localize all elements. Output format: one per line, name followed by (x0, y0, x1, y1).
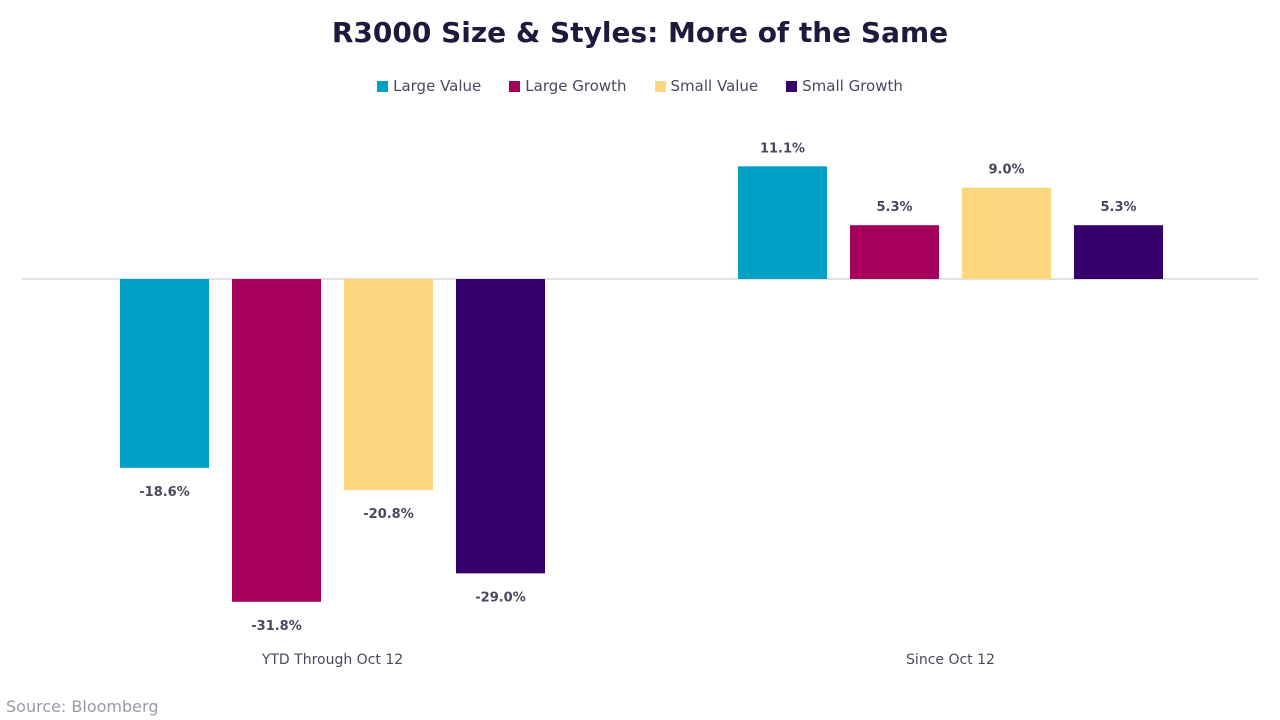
legend-swatch (377, 80, 389, 92)
data-label: -18.6% (139, 485, 190, 500)
legend-item: Large Value (377, 77, 481, 95)
legend-swatch (654, 80, 666, 92)
chart-title: R3000 Size & Styles: More of the Same (331, 16, 949, 49)
bar (1074, 225, 1163, 279)
data-label: -20.8% (363, 507, 414, 522)
bar (456, 279, 545, 574)
legend-label: Small Growth (802, 77, 903, 95)
bar (232, 279, 321, 602)
bar (344, 279, 433, 491)
bar (850, 225, 939, 279)
category-label: YTD Through Oct 12 (261, 652, 403, 668)
legend-item: Small Value (654, 77, 759, 95)
data-label: 5.3% (876, 200, 912, 215)
category-label: Since Oct 12 (906, 652, 995, 668)
bar (120, 279, 209, 468)
legend-label: Small Value (670, 77, 759, 95)
legend-item: Large Growth (509, 77, 627, 95)
legend-label: Large Growth (525, 77, 627, 95)
legend-swatch (786, 80, 798, 92)
bar (738, 166, 827, 279)
data-label: -29.0% (475, 590, 526, 605)
data-label: 11.1% (760, 141, 805, 156)
legend-swatch (509, 80, 521, 92)
data-label: 9.0% (988, 163, 1024, 178)
legend-item: Small Growth (786, 77, 903, 95)
bar (962, 187, 1051, 279)
legend: Large Value Large Growth Small Value Sma… (0, 77, 1280, 95)
data-label: 5.3% (1100, 200, 1136, 215)
source-note: Source: Bloomberg (6, 697, 159, 716)
legend-label: Large Value (393, 77, 482, 95)
data-label: -31.8% (251, 619, 302, 634)
